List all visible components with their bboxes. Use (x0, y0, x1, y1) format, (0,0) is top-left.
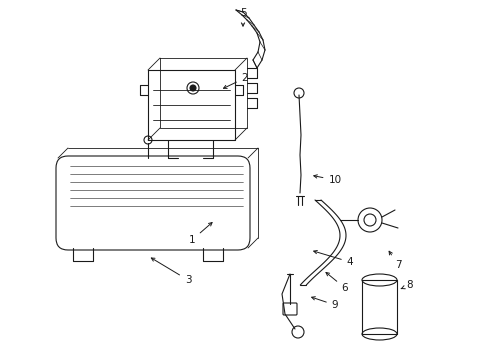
Text: 1: 1 (189, 222, 212, 245)
Text: 3: 3 (151, 258, 191, 285)
Circle shape (190, 85, 196, 91)
Text: 4: 4 (314, 251, 353, 267)
Text: 5: 5 (240, 8, 246, 26)
Text: 9: 9 (312, 297, 338, 310)
Text: 2: 2 (223, 73, 248, 89)
Text: 7: 7 (389, 251, 401, 270)
Text: 10: 10 (314, 175, 342, 185)
Text: 8: 8 (401, 280, 413, 290)
Text: 6: 6 (326, 273, 348, 293)
